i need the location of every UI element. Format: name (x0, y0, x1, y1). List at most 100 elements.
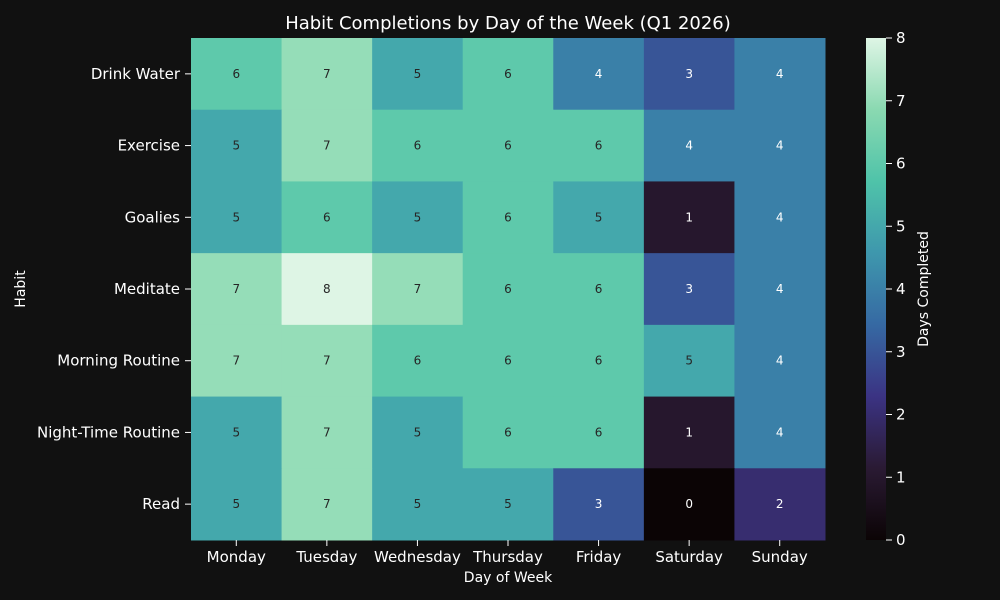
cell-value-label: 7 (323, 139, 331, 153)
cell-value-label: 5 (414, 497, 422, 511)
cell-value-label: 4 (776, 210, 784, 224)
cell-value-label: 6 (504, 139, 512, 153)
cell-value-label: 7 (323, 425, 331, 439)
colorbar-tick-label: 6 (896, 155, 906, 173)
cell-value-label: 5 (685, 354, 693, 368)
x-tick-labels: Monday Tuesday Wednesday Thursday Friday Satu… (207, 540, 808, 566)
y-tick-label: Meditate (114, 280, 180, 298)
heatmap-cell (191, 109, 283, 182)
heatmap-cell (372, 109, 464, 182)
heatmap-cell (372, 181, 464, 254)
heatmap-cell (372, 324, 464, 398)
cell-value-label: 5 (595, 210, 603, 224)
x-tick-label: Thursday (472, 548, 543, 566)
heatmap-cell (372, 396, 464, 469)
heatmap-cell (643, 324, 735, 398)
colorbar-tick-label: 0 (896, 531, 906, 549)
cell-value-label: 4 (595, 67, 603, 81)
y-tick-labels: Drink Water Exercise Goalies Meditate Mornin… (37, 65, 191, 513)
cell-value-label: 5 (232, 425, 240, 439)
x-tick-label: Wednesday (374, 548, 461, 566)
cell-value-label: 7 (323, 497, 331, 511)
heatmap-cell (734, 109, 826, 182)
y-tick-label: Goalies (125, 208, 181, 226)
cell-value-label: 0 (685, 497, 693, 511)
cell-value-label: 3 (595, 497, 603, 511)
y-tick-label: Morning Routine (57, 352, 180, 370)
heatmap-cell (462, 396, 554, 469)
heatmap-cell (734, 38, 826, 111)
colorbar-ticks: 0 1 2 3 4 5 6 7 8 (886, 29, 906, 549)
cell-value-label: 6 (504, 425, 512, 439)
heatmap-cell (643, 253, 735, 326)
x-tick-label: Tuesday (295, 548, 357, 566)
colorbar-tick-label: 3 (896, 343, 906, 361)
heatmap-cell (734, 253, 826, 326)
cell-value-label: 5 (232, 139, 240, 153)
heatmap-cell (643, 38, 735, 111)
colorbar-tick-label: 8 (896, 29, 906, 47)
heatmap-cell (553, 181, 645, 254)
cell-value-label: 6 (595, 139, 603, 153)
cell-value-label: 5 (232, 210, 240, 224)
cell-value-label: 7 (414, 282, 422, 296)
heatmap-cell (281, 324, 373, 398)
y-tick-label: Night-Time Routine (37, 423, 180, 441)
x-tick-label: Saturday (655, 548, 723, 566)
cell-value-label: 7 (232, 282, 240, 296)
heatmap-cell (281, 253, 373, 326)
cell-value-label: 4 (776, 425, 784, 439)
heatmap-cell (734, 396, 826, 469)
y-tick-label: Exercise (118, 137, 180, 155)
heatmap-cell (553, 109, 645, 182)
y-tick-label: Read (142, 495, 180, 513)
heatmap-cell (643, 109, 735, 182)
cell-value-label: 6 (323, 210, 331, 224)
colorbar-tick-label: 1 (896, 468, 906, 486)
cell-value-label: 6 (595, 425, 603, 439)
heatmap-cell (462, 324, 554, 398)
x-axis-label: Day of Week (464, 570, 553, 586)
cell-value-label: 5 (504, 497, 512, 511)
cell-value-label: 6 (504, 210, 512, 224)
cell-value-label: 7 (232, 354, 240, 368)
chart-title: Habit Completions by Day of the Week (Q1… (285, 13, 731, 34)
cell-value-label: 3 (685, 282, 693, 296)
cell-value-label: 8 (323, 282, 331, 296)
cell-value-label: 7 (323, 354, 331, 368)
heatmap-cell (553, 468, 645, 541)
heatmap-cell (372, 253, 464, 326)
cell-value-label: 5 (414, 210, 422, 224)
heatmap-cell (553, 38, 645, 111)
heatmap-cell (281, 396, 373, 469)
colorbar-label: Days Completed (916, 231, 932, 347)
heatmap-cell (191, 181, 283, 254)
heatmap-cell (191, 38, 283, 111)
heatmap-cell (734, 324, 826, 398)
heatmap-cell (643, 181, 735, 254)
heatmap-cell (462, 109, 554, 182)
cell-value-label: 6 (504, 67, 512, 81)
y-axis-label: Habit (13, 270, 29, 308)
cell-value-label: 2 (776, 497, 784, 511)
heatmap-cell (462, 468, 554, 541)
cell-value-label: 4 (776, 282, 784, 296)
heatmap-cell (191, 396, 283, 469)
cell-value-label: 4 (776, 354, 784, 368)
heatmap-cell (553, 324, 645, 398)
colorbar-tick-label: 4 (896, 280, 906, 298)
heatmap-cell (281, 38, 373, 111)
cell-value-label: 6 (504, 354, 512, 368)
colorbar-tick-label: 2 (896, 406, 906, 424)
heatmap-cell (462, 38, 554, 111)
colorbar-tick-label: 5 (896, 217, 906, 235)
heatmap-cell (643, 396, 735, 469)
cell-value-label: 5 (232, 497, 240, 511)
cell-value-label: 3 (685, 67, 693, 81)
cell-value-label: 4 (685, 139, 693, 153)
cell-value-label: 5 (414, 67, 422, 81)
cell-value-label: 4 (776, 139, 784, 153)
heatmap-cell (191, 468, 283, 541)
cell-value-label: 6 (414, 139, 422, 153)
